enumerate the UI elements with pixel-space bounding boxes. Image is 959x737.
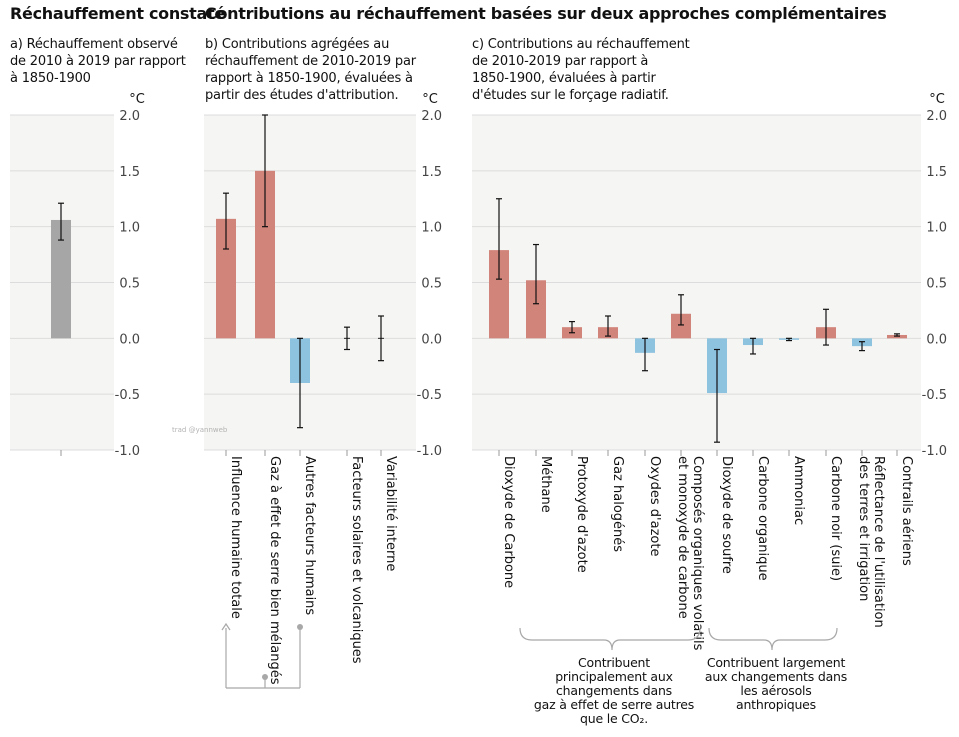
- y-tick-label: 2.0: [421, 109, 442, 124]
- panel-b-subtitle: b) Contributions agrégées au réchauffeme…: [205, 37, 416, 103]
- x-category-label: Dioxyde de soufre: [719, 456, 734, 574]
- y-tick-label: 2.0: [119, 109, 140, 124]
- x-category-label: Gaz halogénés: [610, 456, 625, 552]
- x-category-label: Facteurs solaires et volcaniques: [349, 456, 364, 664]
- bar: [489, 250, 509, 339]
- bar: [671, 313, 691, 339]
- unit-label: °C: [929, 92, 945, 107]
- y-tick-label: 1.0: [926, 221, 947, 236]
- ghg-group-note: Contribuent principalement aux changemen…: [533, 655, 695, 726]
- panel-c-subtitle: c) Contributions au réchauffement de 201…: [472, 37, 690, 103]
- y-tick-label: -0.5: [115, 388, 140, 403]
- x-category-label: Influence humaine totale: [228, 456, 243, 619]
- y-tick-label: 0.0: [926, 332, 947, 347]
- x-category-label: Méthane: [538, 456, 553, 513]
- y-tick-label: -1.0: [922, 444, 947, 459]
- y-tick-label: -0.5: [922, 388, 947, 403]
- y-tick-label: -0.5: [417, 388, 442, 403]
- x-category-label: Composés organiques volatilset monoxyde …: [675, 456, 705, 651]
- x-category-label: Dioxyde de Carbone: [501, 456, 516, 588]
- y-tick-label: -1.0: [115, 444, 140, 459]
- left-header: Réchauffement constaté: [10, 4, 225, 23]
- x-category-label: Carbone organique: [755, 456, 770, 581]
- unit-label: °C: [422, 92, 438, 107]
- bar: [216, 218, 236, 339]
- watermark: trad @yannweb: [172, 426, 228, 434]
- bar: [255, 170, 275, 339]
- panel-a-subtitle: a) Réchauffement observé de 2010 à 2019 …: [10, 37, 186, 86]
- main-header: Contributions au réchauffement basées su…: [205, 4, 887, 23]
- x-category-label: Ammoniac: [791, 456, 806, 525]
- y-tick-label: 0.5: [119, 277, 140, 292]
- y-tick-label: 0.5: [421, 277, 442, 292]
- x-category-label: Gaz à effet de serre bien mélangés: [267, 456, 282, 685]
- x-category-label: Réflectance de l'utilisationdes terres e…: [856, 456, 886, 628]
- x-category-label: Oxydes d'azote: [647, 456, 662, 556]
- bar: [526, 280, 546, 339]
- aerosol-group-note: Contribuent largement aux changements da…: [704, 655, 848, 712]
- bracket-dot: [297, 624, 303, 630]
- y-tick-label: 1.5: [119, 165, 140, 180]
- y-tick-label: 1.0: [421, 221, 442, 236]
- y-tick-label: 1.5: [926, 165, 947, 180]
- y-tick-label: 0.0: [119, 332, 140, 347]
- y-tick-label: 1.0: [119, 221, 140, 236]
- y-tick-label: 1.5: [421, 165, 442, 180]
- x-category-label: Contrails aériens: [899, 456, 914, 566]
- bar: [51, 219, 71, 339]
- aerosol-bracket: [708, 627, 838, 651]
- y-tick-label: 0.0: [421, 332, 442, 347]
- x-category-label: Variabilité interne: [383, 456, 398, 571]
- y-tick-label: 0.5: [926, 277, 947, 292]
- arrow-head: [221, 622, 231, 631]
- unit-label: °C: [129, 92, 145, 107]
- ghg-bracket: [519, 627, 701, 651]
- x-category-label: Autres facteurs humains: [302, 456, 317, 615]
- x-category-label: Carbone noir (suie): [828, 456, 843, 581]
- y-tick-label: -1.0: [417, 444, 442, 459]
- y-tick-label: 2.0: [926, 109, 947, 124]
- bracket-dot: [262, 674, 268, 680]
- x-category-label: Protoxyde d'azote: [574, 456, 589, 573]
